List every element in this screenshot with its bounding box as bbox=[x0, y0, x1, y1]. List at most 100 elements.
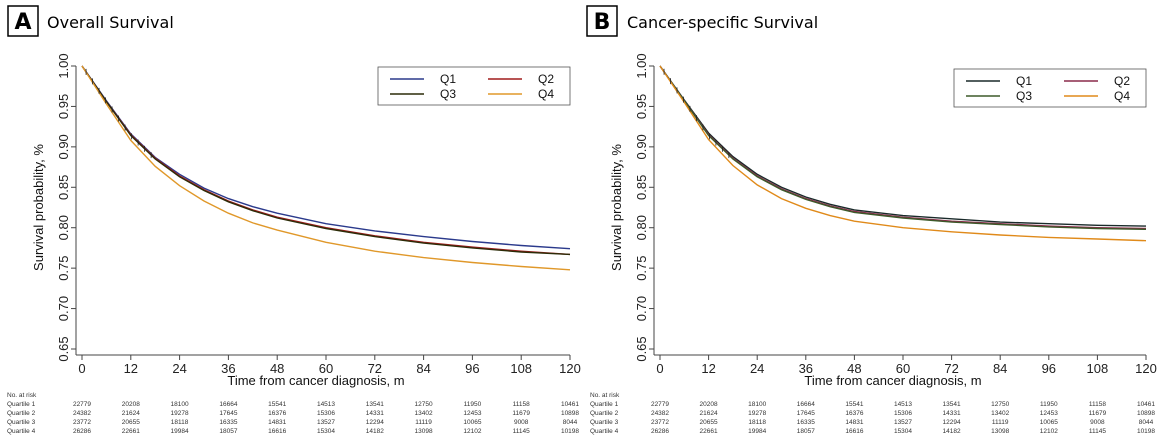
risk-value: 14182 bbox=[943, 428, 961, 435]
x-tick-label: 60 bbox=[319, 361, 333, 376]
risk-row-label: Quartile 3 bbox=[590, 419, 619, 426]
x-tick-label: 12 bbox=[124, 361, 138, 376]
panel-a-title: Overall Survival bbox=[47, 13, 174, 32]
risk-value: 14831 bbox=[268, 419, 286, 426]
legend-label-q2: Q2 bbox=[1114, 74, 1130, 88]
risk-value: 13402 bbox=[991, 410, 1009, 417]
y-tick-label: 0.85 bbox=[634, 175, 649, 200]
series-line-q1 bbox=[659, 65, 1147, 227]
risk-value: 14513 bbox=[317, 401, 335, 408]
y-tick-label: 0.80 bbox=[56, 215, 71, 240]
x-tick-label: 48 bbox=[270, 361, 284, 376]
series-line-q3 bbox=[659, 65, 1147, 230]
risk-value: 10065 bbox=[463, 419, 481, 426]
legend-box bbox=[953, 68, 1147, 108]
panel-a-letter: A bbox=[14, 10, 31, 35]
y-axis-label: Survival probability, % bbox=[609, 144, 624, 271]
x-tick-label: 72 bbox=[944, 361, 958, 376]
x-tick-label: 120 bbox=[559, 361, 581, 376]
risk-value: 16664 bbox=[797, 401, 815, 408]
risk-row-label: Quartile 1 bbox=[7, 401, 36, 408]
risk-value: 20655 bbox=[700, 419, 718, 426]
risk-value: 11158 bbox=[1089, 401, 1106, 408]
panel-b-letter: B bbox=[594, 10, 611, 35]
x-tick-label: 96 bbox=[465, 361, 479, 376]
risk-value: 15541 bbox=[845, 401, 863, 408]
risk-value: 13527 bbox=[894, 419, 912, 426]
risk-value: 16616 bbox=[845, 428, 863, 435]
risk-value: 16664 bbox=[219, 401, 237, 408]
x-tick-label: 108 bbox=[1087, 361, 1109, 376]
risk-value: 14182 bbox=[366, 428, 384, 435]
x-axis-label: Time from cancer diagnosis, m bbox=[804, 373, 981, 388]
risk-value: 10898 bbox=[1137, 410, 1155, 417]
panel-b: B Cancer-specific Survival 0.65 0.70 0.75 0… bbox=[586, 5, 1157, 435]
series-line-q3 bbox=[81, 65, 571, 256]
risk-value: 15306 bbox=[317, 410, 335, 417]
risk-value: 23772 bbox=[651, 419, 669, 426]
y-tick-label: 0.85 bbox=[56, 175, 71, 200]
risk-value: 12453 bbox=[463, 410, 481, 417]
risk-value: 18100 bbox=[748, 401, 766, 408]
risk-value: 11950 bbox=[1040, 401, 1058, 408]
risk-value: 19984 bbox=[748, 428, 766, 435]
risk-value: 24382 bbox=[73, 410, 91, 417]
risk-value: 9008 bbox=[514, 419, 529, 426]
risk-value: 13402 bbox=[415, 410, 433, 417]
x-tick-label: 36 bbox=[221, 361, 235, 376]
risk-value: 13527 bbox=[317, 419, 335, 426]
risk-value: 8044 bbox=[1139, 419, 1154, 426]
risk-value: 22779 bbox=[73, 401, 91, 408]
risk-value: 15541 bbox=[268, 401, 286, 408]
risk-value: 9008 bbox=[1090, 419, 1105, 426]
risk-value: 10065 bbox=[1040, 419, 1058, 426]
x-tick-label: 108 bbox=[510, 361, 532, 376]
risk-row-label: Quartile 3 bbox=[7, 419, 36, 426]
y-tick-label: 0.95 bbox=[56, 94, 71, 119]
legend-label-q3: Q3 bbox=[1016, 89, 1032, 103]
y-tick-label: 0.65 bbox=[634, 336, 649, 361]
risk-value: 10198 bbox=[1137, 428, 1155, 435]
risk-value: 11679 bbox=[512, 410, 530, 417]
risk-value: 10198 bbox=[561, 428, 579, 435]
risk-row-label: Quartile 4 bbox=[7, 428, 36, 435]
risk-value: 24382 bbox=[651, 410, 669, 417]
x-tick-label: 0 bbox=[656, 361, 663, 376]
risk-value: 10461 bbox=[561, 401, 579, 408]
risk-value: 16616 bbox=[268, 428, 286, 435]
risk-value: 15306 bbox=[894, 410, 912, 417]
risk-value: 11145 bbox=[1089, 428, 1106, 435]
legend-label-q2: Q2 bbox=[538, 72, 554, 86]
x-tick-label: 120 bbox=[1135, 361, 1157, 376]
risk-value: 13098 bbox=[991, 428, 1009, 435]
risk-value: 16376 bbox=[845, 410, 863, 417]
risk-value: 18100 bbox=[171, 401, 189, 408]
risk-value: 15304 bbox=[317, 428, 335, 435]
risk-value: 20655 bbox=[122, 419, 140, 426]
risk-value: 22779 bbox=[651, 401, 669, 408]
y-tick-label: 0.75 bbox=[56, 255, 71, 280]
risk-value: 22661 bbox=[122, 428, 140, 435]
risk-value: 12453 bbox=[1040, 410, 1058, 417]
risk-value: 16376 bbox=[268, 410, 286, 417]
risk-value: 20208 bbox=[700, 401, 718, 408]
legend-label-q4: Q4 bbox=[1114, 89, 1130, 103]
risk-value: 23772 bbox=[73, 419, 91, 426]
risk-value: 17645 bbox=[219, 410, 237, 417]
risk-value: 10461 bbox=[1137, 401, 1155, 408]
y-tick-label: 0.90 bbox=[56, 134, 71, 159]
y-tick-label: 0.80 bbox=[634, 215, 649, 240]
risk-value: 11145 bbox=[513, 428, 530, 435]
risk-value: 19278 bbox=[748, 410, 766, 417]
risk-value: 13541 bbox=[943, 401, 961, 408]
legend-label-q3: Q3 bbox=[440, 87, 456, 101]
risk-value: 26286 bbox=[73, 428, 91, 435]
risk-value: 8044 bbox=[563, 419, 578, 426]
risk-value: 11119 bbox=[415, 419, 432, 426]
risk-value: 26286 bbox=[651, 428, 669, 435]
legend-label-q4: Q4 bbox=[538, 87, 554, 101]
risk-value: 12750 bbox=[991, 401, 1009, 408]
risk-value: 19278 bbox=[171, 410, 189, 417]
risk-row-label: Quartile 1 bbox=[590, 401, 619, 408]
legend-label-q1: Q1 bbox=[1016, 74, 1032, 88]
